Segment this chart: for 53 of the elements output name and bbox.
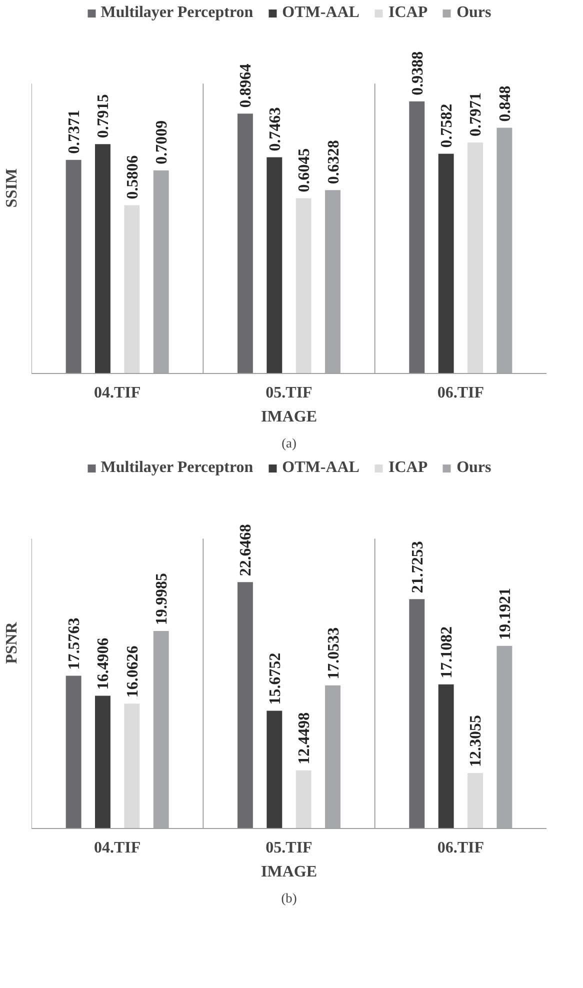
- data-label: 0.7371: [66, 110, 84, 154]
- x-axis-title: IMAGE: [261, 864, 317, 880]
- data-label: 0.7915: [95, 94, 112, 138]
- y-axis-title: SSIM: [4, 168, 20, 208]
- x-tick-label: 05.TIF: [266, 840, 313, 856]
- data-label: 0.5806: [124, 155, 142, 200]
- x-axis-title: IMAGE: [261, 408, 317, 426]
- x-tick-label: 06.TIF: [437, 384, 484, 402]
- data-label: 17.1082: [438, 626, 456, 678]
- legend-label: Multilayer Perceptron: [100, 459, 254, 477]
- bar: [238, 114, 253, 374]
- bar: [409, 101, 425, 374]
- legend-label: ICAP: [388, 4, 428, 22]
- data-label: 16.0626: [124, 646, 142, 698]
- data-label: 0.7463: [266, 107, 284, 152]
- legend-label: Multilayer Perceptron: [100, 4, 254, 22]
- data-label: 0.6045: [296, 148, 314, 192]
- bar: [296, 198, 312, 374]
- legend-label: Ours: [456, 4, 492, 22]
- data-label: 19.9985: [154, 572, 171, 625]
- bar: [438, 154, 454, 374]
- bar: [124, 205, 140, 374]
- data-label: 0.8964: [238, 64, 255, 108]
- y-axis-title: PSNR: [4, 622, 20, 664]
- bar: [95, 144, 110, 374]
- data-label: 0.848: [496, 86, 514, 122]
- bar: [66, 160, 82, 374]
- bar: [266, 157, 282, 374]
- data-label: 19.1921: [496, 588, 514, 640]
- data-label: 0.7009: [154, 120, 171, 164]
- data-label: 16.4906: [95, 638, 112, 690]
- data-label: 12.4498: [296, 712, 314, 764]
- data-label: 0.6328: [325, 140, 342, 184]
- data-label: 0.9388: [409, 51, 426, 96]
- x-tick-label: 05.TIF: [266, 384, 313, 402]
- legend-label: ICAP: [388, 459, 428, 477]
- x-tick-label: 04.TIF: [94, 384, 141, 402]
- text: (b): [281, 890, 297, 906]
- text: (a): [282, 436, 296, 450]
- x-tick-label: 06.TIF: [437, 840, 484, 856]
- data-label: 17.5763: [66, 618, 84, 670]
- legend-label: OTM-AAL: [282, 459, 360, 477]
- data-label: 22.6468: [238, 524, 255, 576]
- data-label: 21.7253: [409, 541, 426, 594]
- data-label: 12.3055: [468, 715, 485, 768]
- legend-label: Ours: [456, 459, 492, 477]
- x-tick-label: 04.TIF: [94, 840, 141, 856]
- bar: [468, 142, 483, 374]
- data-label: 17.0533: [325, 627, 342, 680]
- data-label: 0.7971: [468, 92, 485, 136]
- data-label: 0.7582: [438, 104, 456, 148]
- legend-label: OTM-AAL: [282, 4, 360, 22]
- data-label: 15.6752: [266, 652, 284, 705]
